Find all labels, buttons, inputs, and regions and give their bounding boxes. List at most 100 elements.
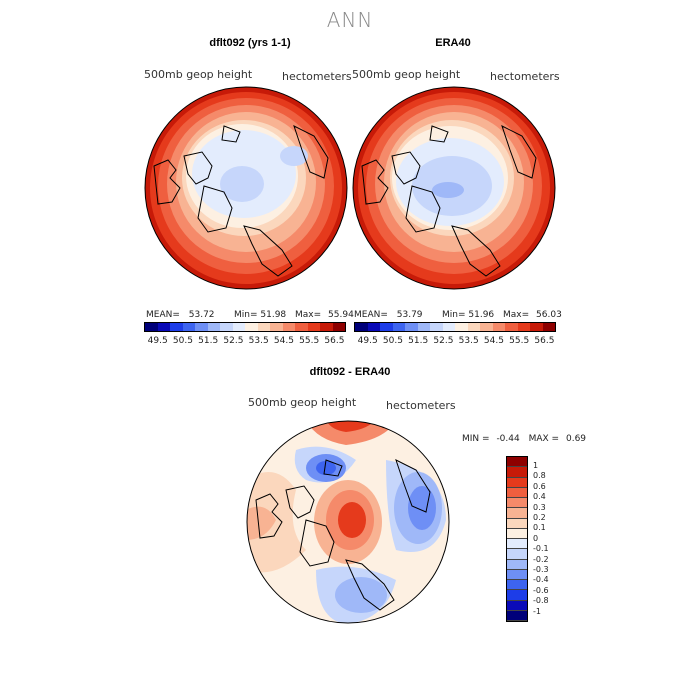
right-min-value: 51.96 xyxy=(468,310,495,320)
colorbar-swatch xyxy=(380,323,393,331)
right-polar-map xyxy=(352,86,556,290)
colorbar-tick-label: 54.5 xyxy=(483,336,504,346)
right-max-stat: Max= 56.03 xyxy=(503,310,562,320)
colorbar-level-label: 0.2 xyxy=(533,513,546,523)
colorbar-swatch xyxy=(430,323,443,331)
colorbar-tick-label: 52.5 xyxy=(223,336,244,346)
colorbar-tick-label: 56.5 xyxy=(324,336,345,346)
colorbar-tick-label: 55.5 xyxy=(509,336,530,346)
colorbar-swatch xyxy=(182,323,195,331)
page-title: ANN xyxy=(326,8,374,32)
left-min-label: Min= xyxy=(234,310,258,320)
colorbar-swatch xyxy=(507,580,527,591)
right-min-label: Min= xyxy=(442,310,466,320)
colorbar-level-label: 1 xyxy=(533,461,539,470)
colorbar-tick-label: 50.5 xyxy=(172,336,193,346)
colorbar-swatch xyxy=(332,323,345,331)
colorbar-swatch xyxy=(145,323,158,331)
colorbar-level-label: 0.6 xyxy=(533,481,546,491)
colorbar-swatch xyxy=(207,323,220,331)
colorbar-tick-label: 51.5 xyxy=(198,336,219,346)
colorbar-swatch xyxy=(507,518,527,529)
colorbar-level-label: -1 xyxy=(533,606,541,616)
colorbar-swatch xyxy=(295,323,308,331)
colorbar-swatch xyxy=(195,323,208,331)
colorbar-swatch xyxy=(367,323,380,331)
colorbar-tick-label: 49.5 xyxy=(357,336,378,346)
colorbar-swatch xyxy=(257,323,270,331)
colorbar-swatch xyxy=(270,323,283,331)
left-mean-value: 53.72 xyxy=(188,310,215,320)
colorbar-level-label: 0.4 xyxy=(533,492,546,502)
left-max-value: 55.94 xyxy=(328,310,354,320)
diff-min-label: MIN = xyxy=(462,434,490,444)
left-max-label: Max= xyxy=(295,310,322,320)
colorbar-swatch xyxy=(507,549,527,560)
colorbar-tick-label: 50.5 xyxy=(382,336,403,346)
colorbar-tick-label: 49.5 xyxy=(147,336,168,346)
right-colorbar xyxy=(354,322,556,332)
colorbar-level-label: 0.1 xyxy=(533,523,546,533)
colorbar-tick-label: 54.5 xyxy=(273,336,294,346)
right-mean-value: 53.79 xyxy=(396,310,423,320)
colorbar-swatch xyxy=(392,323,405,331)
right-min-stat: Min= 51.96 xyxy=(442,310,494,320)
colorbar-tick-label: 56.5 xyxy=(534,336,555,346)
diff-colorbar-labels: 1 0.8 0.6 0.4 0.3 0.2 0.1 0 -0.1 -0.2 -0.3 -0.4 -0.6… xyxy=(533,461,549,617)
colorbar-swatch xyxy=(507,467,527,478)
colorbar-tick-label: 55.5 xyxy=(299,336,320,346)
colorbar-swatch xyxy=(220,323,233,331)
diff-panel-title: dflt092 - ERA40 xyxy=(309,366,391,378)
colorbar-swatch xyxy=(507,487,527,498)
colorbar-swatch xyxy=(170,323,183,331)
colorbar-swatch xyxy=(507,600,527,611)
diff-max-label: MAX = xyxy=(528,434,560,444)
colorbar-level-label: -0.2 xyxy=(533,554,549,564)
colorbar-swatch xyxy=(405,323,418,331)
colorbar-level-label: -0.1 xyxy=(533,544,549,554)
left-field-label: 500mb geop height xyxy=(144,68,253,81)
colorbar-swatch xyxy=(232,323,245,331)
colorbar-swatch xyxy=(507,610,527,621)
right-units-label: hectometers xyxy=(490,70,560,83)
right-panel-title: ERA40 xyxy=(435,37,471,49)
diff-max-value: 0.69 xyxy=(565,434,587,444)
diff-polar-map xyxy=(246,420,450,624)
left-max-stat: Max= 55.94 xyxy=(295,310,354,320)
colorbar-swatch xyxy=(507,539,527,550)
left-polar-map xyxy=(144,86,348,290)
colorbar-swatch xyxy=(417,323,430,331)
colorbar-swatch xyxy=(530,323,543,331)
diff-field-label: 500mb geop height xyxy=(248,396,357,409)
colorbar-tick-label: 53.5 xyxy=(248,336,269,346)
left-mean-label: MEAN= xyxy=(146,310,180,320)
colorbar-swatch xyxy=(517,323,530,331)
colorbar-swatch xyxy=(507,477,527,488)
colorbar-swatch xyxy=(467,323,480,331)
right-max-label: Max= xyxy=(503,310,530,320)
colorbar-swatch xyxy=(505,323,518,331)
colorbar-swatch xyxy=(442,323,455,331)
colorbar-level-label: -0.8 xyxy=(533,596,549,606)
colorbar-level-label: -0.4 xyxy=(533,575,549,585)
colorbar-swatch xyxy=(507,590,527,601)
colorbar-level-label: -0.3 xyxy=(533,565,549,575)
colorbar-level-label: 0 xyxy=(533,533,539,543)
colorbar-tick-label: 53.5 xyxy=(458,336,479,346)
colorbar-swatch xyxy=(507,559,527,570)
colorbar-tick-label: 51.5 xyxy=(408,336,429,346)
colorbar-swatch xyxy=(355,323,368,331)
left-mean-stat: MEAN= 53.72 xyxy=(146,310,215,320)
colorbar-swatch xyxy=(507,569,527,580)
colorbar-swatch xyxy=(320,323,333,331)
left-units-label: hectometers xyxy=(282,70,352,83)
colorbar-tick-label: 52.5 xyxy=(433,336,454,346)
left-panel-title: dflt092 (yrs 1-1) xyxy=(209,37,291,49)
colorbar-swatch xyxy=(507,498,527,509)
colorbar-swatch xyxy=(282,323,295,331)
right-max-value: 56.03 xyxy=(536,310,562,320)
right-mean-label: MEAN= xyxy=(354,310,388,320)
colorbar-swatch xyxy=(455,323,468,331)
right-field-label: 500mb geop height xyxy=(352,68,461,81)
left-colorbar xyxy=(144,322,346,332)
